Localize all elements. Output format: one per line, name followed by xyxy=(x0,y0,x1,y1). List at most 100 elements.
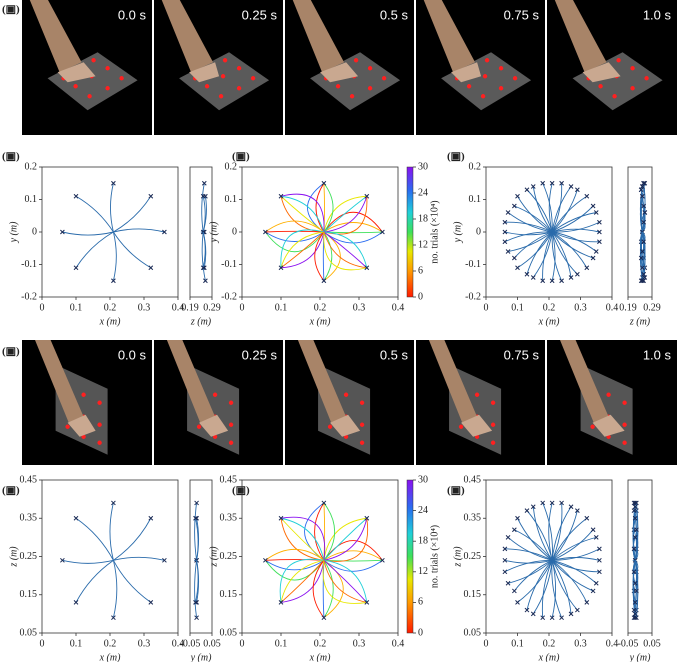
target-marker xyxy=(200,265,206,271)
frame: 0.0 s xyxy=(22,340,152,465)
target-dot xyxy=(228,422,234,427)
x-axis-label: y (m) xyxy=(629,652,651,662)
target-marker xyxy=(278,265,284,271)
target-dot xyxy=(490,422,496,427)
marker-stroke xyxy=(549,180,555,186)
marker-stroke xyxy=(263,557,268,563)
target-marker xyxy=(540,615,546,621)
trajectory xyxy=(323,182,334,233)
colorbar xyxy=(406,479,414,634)
target-marker xyxy=(632,600,638,605)
target-dot xyxy=(484,58,490,63)
marker-stroke xyxy=(590,588,596,594)
target-marker xyxy=(502,569,508,575)
target-marker xyxy=(511,527,517,533)
target-marker xyxy=(640,265,645,271)
trajectory xyxy=(504,231,553,236)
target-dot xyxy=(105,86,110,91)
target-dot xyxy=(458,424,464,429)
chart: 0.19 0.29 z (m) xyxy=(619,166,661,327)
target-dot xyxy=(498,86,504,91)
y-axis-label: y (m) xyxy=(452,221,463,243)
y-tick-label: -0.2 xyxy=(465,291,481,302)
marker-stroke xyxy=(574,187,580,193)
trajectory xyxy=(323,196,368,233)
trajectory xyxy=(113,196,152,233)
target-marker xyxy=(505,580,511,586)
x-axis-label: y (m) xyxy=(190,652,212,662)
colorbar-label: no. trials (×10⁴) xyxy=(429,200,440,263)
y-tick-label: 0.05 xyxy=(220,627,238,638)
target-dot xyxy=(73,84,78,89)
target-marker xyxy=(530,275,536,280)
target-marker xyxy=(194,500,199,506)
trajectory xyxy=(113,228,165,233)
trajectory xyxy=(552,231,597,252)
time-label: 0.5 s xyxy=(380,7,409,22)
hand xyxy=(592,414,625,437)
target-marker xyxy=(263,557,268,563)
marker-stroke xyxy=(511,527,517,533)
arm xyxy=(428,340,478,425)
y-tick-label: 0.15 xyxy=(20,589,38,600)
marker-stroke xyxy=(530,611,536,617)
x-tick-label: -0.05 xyxy=(618,638,639,649)
marker-stroke xyxy=(162,557,167,563)
x-tick-label: 0 xyxy=(240,638,245,649)
trajectory xyxy=(265,549,325,561)
trajectory xyxy=(551,231,578,275)
target-marker xyxy=(590,255,596,261)
marker-stroke xyxy=(111,278,116,284)
trajectory xyxy=(280,231,324,268)
colorbar-tick-label: 30 xyxy=(418,474,428,485)
target-marker xyxy=(641,180,646,186)
target-marker xyxy=(593,249,599,254)
target-marker xyxy=(380,557,385,563)
target-marker xyxy=(590,588,596,594)
panel-label: (▣) xyxy=(447,485,465,497)
trajectory xyxy=(514,205,553,233)
target-marker xyxy=(593,535,599,540)
marker-stroke xyxy=(574,271,580,277)
target-marker xyxy=(511,203,517,209)
trajectory xyxy=(542,183,553,233)
trajectory xyxy=(323,517,368,561)
target-marker xyxy=(530,611,536,617)
target-dot xyxy=(359,422,365,427)
trajectory xyxy=(195,560,199,603)
x-tick-label: 0.1 xyxy=(275,638,288,649)
target-marker xyxy=(568,184,574,189)
y-tick-label: -0.1 xyxy=(465,259,481,270)
target-marker xyxy=(148,515,154,521)
target-marker xyxy=(574,271,580,277)
y-tick-label: -0.2 xyxy=(21,291,37,302)
plot-frame xyxy=(627,166,653,298)
trajectory xyxy=(323,231,333,281)
target-marker xyxy=(73,600,79,605)
time-label: 0.5 s xyxy=(380,347,409,362)
trajectory xyxy=(110,183,114,233)
y-axis-label: y (m) xyxy=(208,221,219,243)
y-tick-label: 0.25 xyxy=(464,551,482,562)
target-marker xyxy=(73,193,79,199)
trajectory xyxy=(551,212,597,233)
trajectory xyxy=(323,231,368,269)
marker-stroke xyxy=(364,515,370,521)
target-marker xyxy=(559,180,564,186)
x-tick-label: 0.4 xyxy=(172,638,185,649)
trajectory xyxy=(507,212,553,233)
trajectory xyxy=(542,231,553,281)
marker-stroke xyxy=(597,546,602,552)
marker-stroke xyxy=(502,557,508,563)
target-dot xyxy=(606,392,611,397)
trajectory xyxy=(280,517,325,561)
trajectory xyxy=(507,559,553,584)
trajectory xyxy=(514,231,553,259)
marker-stroke xyxy=(584,265,590,271)
x-tick-label: 0 xyxy=(484,638,489,649)
y-tick-label: 0.35 xyxy=(220,513,238,524)
x-tick-label: 0.05 xyxy=(203,638,221,649)
x-tick-label: 0.3 xyxy=(574,302,587,313)
trajectory xyxy=(323,518,368,561)
trajectory xyxy=(551,560,578,611)
